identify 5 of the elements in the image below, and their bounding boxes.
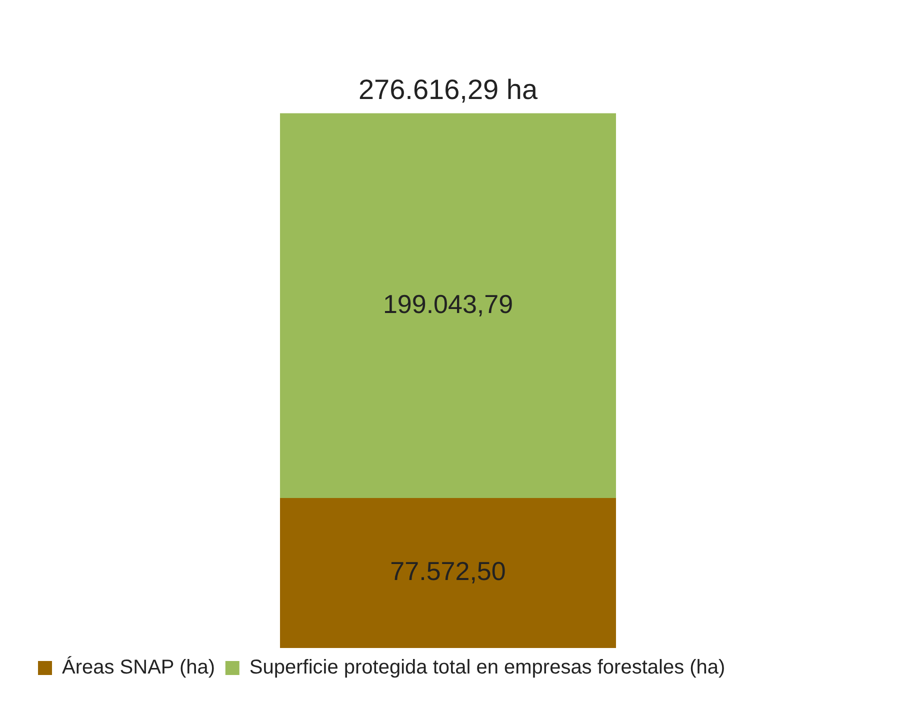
data-label: 77.572,50 bbox=[390, 556, 506, 586]
legend-label: Superficie protegida total en empresas forestales (ha) bbox=[249, 656, 726, 679]
total-label: 276.616,29 ha bbox=[358, 74, 538, 105]
legend-label: Áreas SNAP (ha) bbox=[62, 656, 216, 679]
data-label: 199.043,79 bbox=[382, 288, 514, 319]
